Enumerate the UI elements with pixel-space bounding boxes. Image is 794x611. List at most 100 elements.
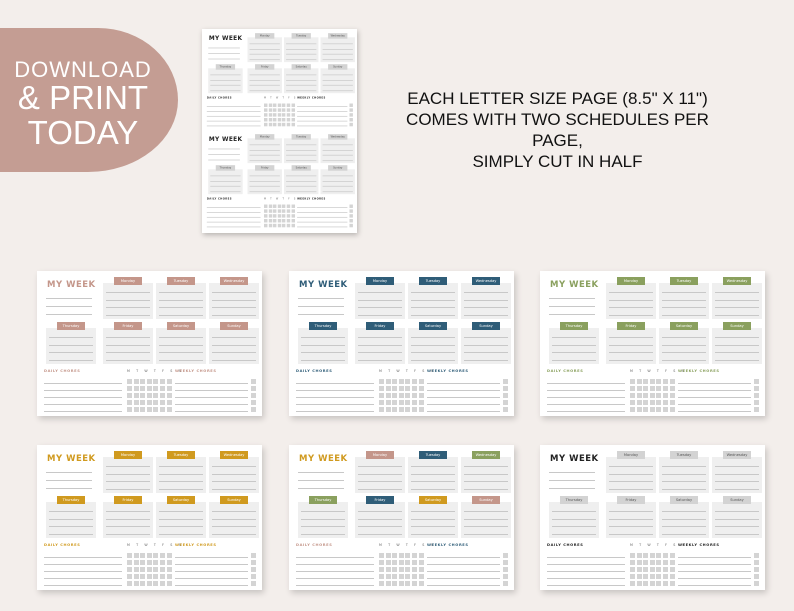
day-box-wednesday: Wednesday (209, 451, 259, 493)
chore-checkbox (160, 386, 165, 391)
chore-checkbox (146, 400, 152, 405)
title-notes (298, 472, 344, 496)
chore-checkbox (656, 386, 662, 391)
chore-line (296, 411, 374, 412)
writing-line (106, 511, 150, 512)
writing-line (322, 48, 353, 50)
weekly-checkbox (251, 581, 256, 586)
weekday-initials: M T W T F S S (127, 369, 184, 373)
writing-line (286, 53, 317, 55)
chore-checkbox (392, 407, 398, 412)
chore-checkbox (140, 553, 146, 558)
weekly-checkbox (754, 553, 759, 558)
chore-line (175, 397, 248, 398)
day-box-sunday: Sunday (712, 496, 762, 538)
writing-line (322, 84, 353, 86)
weekly-checkbox (251, 379, 256, 384)
writing-line (411, 511, 455, 512)
writing-line (715, 526, 759, 527)
chore-checkbox (166, 407, 172, 412)
chore-checkbox (385, 574, 391, 579)
chore-checkbox (656, 393, 662, 398)
description-line: SIMPLY CUT IN HALF (472, 152, 643, 171)
chore-checkbox (636, 379, 642, 384)
planner-title: MY WEEK (299, 280, 348, 290)
chore-checkbox (398, 407, 404, 412)
writing-line (212, 466, 256, 467)
writing-line (249, 90, 280, 91)
chore-checkbox (630, 379, 635, 384)
chore-checkbox (636, 400, 642, 405)
chore-checkbox (264, 122, 268, 127)
day-box-friday: Friday (606, 496, 656, 538)
weekly-checkbox (754, 581, 759, 586)
chore-checkbox (291, 113, 295, 117)
daily-chores-heading: DAILY CHORES (206, 96, 232, 100)
writing-line (159, 511, 203, 512)
weekly-checkbox (503, 574, 508, 579)
day-label: Saturday (419, 322, 447, 330)
day-label: Tuesday (670, 451, 698, 459)
writing-line (106, 473, 150, 475)
day-label: Sunday (220, 322, 248, 330)
writing-line (609, 314, 653, 316)
chore-checkbox (127, 567, 132, 572)
chore-checkbox (153, 407, 159, 412)
writing-line (662, 344, 706, 346)
writing-line (552, 337, 596, 338)
planner-card-green: MY WEEK Monday Tuesday Wednesday Thursday Fri… (540, 271, 765, 416)
writing-line (159, 337, 203, 338)
day-box-tuesday: Tuesday (408, 451, 458, 493)
chore-checkbox (392, 574, 398, 579)
chore-checkbox (291, 118, 295, 122)
chore-checkbox (277, 113, 282, 117)
chore-line (678, 564, 751, 565)
chore-checkbox (385, 386, 391, 391)
chore-checkbox (264, 108, 268, 112)
planner-title: MY WEEK (299, 454, 348, 464)
chore-line (44, 411, 122, 412)
chore-checkbox (643, 379, 649, 384)
writing-line (411, 292, 455, 293)
chore-checkbox (282, 219, 286, 223)
weekly-chores-heading: WEEKLY CHORES (175, 543, 217, 547)
writing-line (358, 352, 402, 353)
day-label: Monday (617, 451, 645, 459)
chore-checkbox (379, 407, 384, 412)
chore-checkbox (385, 407, 391, 412)
note-line (208, 58, 240, 60)
writing-line (286, 59, 317, 60)
chore-checkbox (153, 400, 159, 405)
chore-checkbox (663, 400, 668, 405)
writing-line (662, 359, 706, 361)
chore-line (175, 571, 248, 572)
day-label: Tuesday (419, 277, 447, 285)
chore-checkbox (286, 113, 291, 117)
writing-line (106, 359, 150, 361)
day-box-saturday: Saturday (659, 322, 709, 364)
writing-line (609, 307, 653, 308)
chore-checkbox (392, 553, 398, 558)
writing-line (715, 488, 759, 490)
chore-checkbox (146, 407, 152, 412)
writing-line (358, 526, 402, 527)
writing-line (609, 344, 653, 346)
chore-checkbox (656, 379, 662, 384)
writing-line (609, 337, 653, 338)
note-line (298, 306, 344, 307)
chore-checkbox (291, 122, 295, 127)
writing-line (322, 191, 353, 192)
chore-checkbox (146, 581, 152, 586)
weekly-checkbox (251, 553, 256, 558)
writing-line (609, 488, 653, 490)
chore-checkbox (379, 574, 384, 579)
note-line (208, 148, 240, 150)
chore-checkbox (286, 223, 291, 228)
day-box-friday: Friday (247, 165, 282, 195)
chore-checkbox (643, 393, 649, 398)
chore-checkbox (133, 574, 139, 579)
writing-line (301, 352, 345, 353)
daily-chores-heading: DAILY CHORES (547, 543, 584, 547)
chore-checkbox (636, 407, 642, 412)
writing-line (358, 488, 402, 490)
